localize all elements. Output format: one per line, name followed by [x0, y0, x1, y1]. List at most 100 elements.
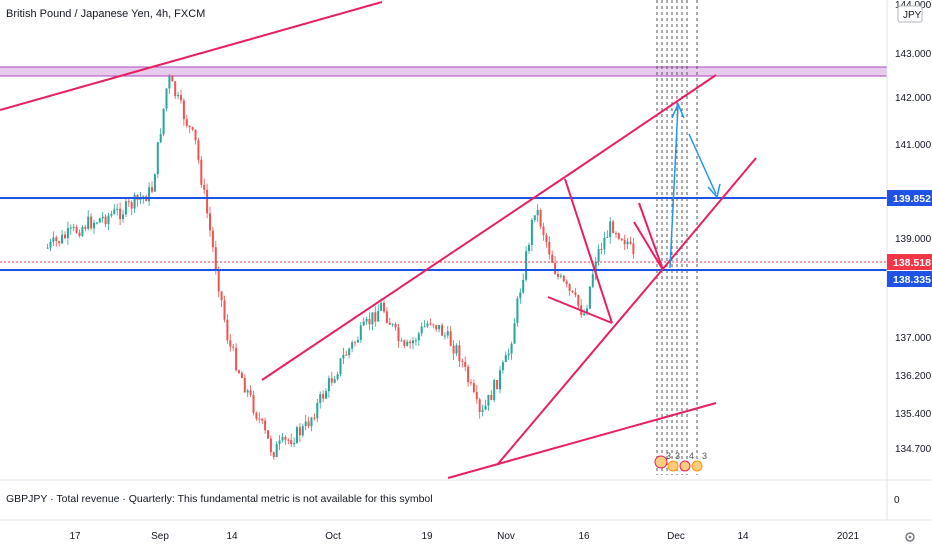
- price-label-current[interactable]: [887, 254, 932, 270]
- candle-body-122: [400, 340, 403, 342]
- channel-upper-extension[interactable]: [564, 74, 717, 178]
- channel-lower-line[interactable]: [496, 269, 663, 466]
- candle-body-50: [191, 127, 194, 130]
- candle-body-189: [594, 261, 597, 275]
- candle-body-43: [171, 75, 174, 82]
- channel-upper-line[interactable]: [261, 176, 566, 381]
- candle-body-100: [336, 374, 339, 380]
- candle-body-22: [110, 213, 113, 216]
- indicator-text: GBPJPY · Total revenue · Quarterly: This…: [6, 493, 433, 505]
- candle-body-116: [383, 302, 385, 312]
- candle-body-61: [223, 300, 226, 320]
- candle-body-142: [458, 345, 461, 362]
- candle-body-152: [487, 394, 490, 406]
- candle-body-147: [472, 383, 475, 392]
- candle-body-47: [182, 100, 185, 120]
- price-tick-142000: 142.000: [895, 93, 932, 104]
- pattern-leg-1[interactable]: [564, 178, 613, 324]
- candle-body-13: [84, 227, 87, 229]
- candle-body-53: [200, 159, 203, 185]
- candle-body-7: [66, 228, 69, 239]
- candle-body-16: [93, 222, 95, 229]
- price-label-lower[interactable]: [887, 271, 932, 287]
- candle-body-178: [562, 275, 565, 282]
- candle-body-18: [98, 218, 101, 223]
- candle-body-121: [397, 327, 400, 342]
- gear-icon[interactable]: [905, 532, 915, 542]
- currency-badge[interactable]: [897, 5, 923, 23]
- candle-body-177: [559, 275, 562, 277]
- candle-body-132: [429, 323, 432, 325]
- arrow-down-line[interactable]: [688, 133, 717, 195]
- candle-body-144: [464, 362, 467, 367]
- candle-body-40: [162, 108, 165, 135]
- currency-badge-label: JPY: [903, 10, 922, 21]
- candle-body-106: [354, 342, 356, 344]
- candle-body-137: [443, 335, 446, 337]
- price-label-upper[interactable]: [887, 190, 932, 206]
- candle-body-133: [432, 324, 435, 326]
- pattern-leg-4[interactable]: [633, 221, 664, 271]
- resistance-zone[interactable]: [0, 67, 887, 76]
- time-axis[interactable]: 17 Sep 14 Oct 19 Nov 16 Dec 14 2021: [69, 531, 859, 542]
- candle-body-176: [557, 274, 559, 277]
- candle-body-179: [565, 281, 568, 285]
- event-marker-3[interactable]: 4: [689, 451, 694, 461]
- candle-body-192: [603, 237, 606, 250]
- price-axis[interactable]: 144.000 143.000 142.000 141.000 139.000 …: [895, 0, 932, 455]
- candle-body-15: [90, 216, 93, 229]
- channel-lower-extension[interactable]: [661, 157, 757, 271]
- candle-body-91: [310, 417, 313, 427]
- candle-body-71: [252, 394, 255, 413]
- candle-body-21: [107, 215, 110, 225]
- candle-body-188: [591, 274, 594, 287]
- candle-body-166: [528, 244, 530, 251]
- event-lines: [656, 0, 698, 475]
- candle-body-161: [513, 323, 516, 344]
- candle-body-191: [600, 249, 603, 250]
- event-marker-2[interactable]: 3: [675, 451, 680, 461]
- time-tick-dec: Dec: [667, 531, 685, 542]
- candle-body-113: [374, 312, 377, 322]
- candle-body-143: [461, 361, 464, 363]
- price-label-upper-text: 139.852: [893, 193, 931, 205]
- price-label-current-text: 138.518: [893, 257, 931, 269]
- trendline-bottom[interactable]: [447, 402, 717, 479]
- dividend-icon[interactable]: [654, 455, 703, 472]
- price-tick-143000: 143.000: [895, 49, 932, 60]
- time-tick-14b: 14: [737, 531, 749, 542]
- candle-body-99: [333, 379, 336, 383]
- candle-body-96: [325, 391, 327, 399]
- arrow-up-line[interactable]: [669, 105, 679, 269]
- candle-body-55: [206, 189, 209, 214]
- candle-body-183: [577, 295, 580, 306]
- candle-body-163: [519, 292, 522, 299]
- plot-area[interactable]: [0, 0, 887, 475]
- candle-body-56: [209, 213, 211, 231]
- pattern-leg-2[interactable]: [547, 296, 613, 324]
- pattern-leg-3[interactable]: [638, 202, 664, 271]
- candle-body-9: [72, 226, 75, 228]
- candle-body-44: [174, 81, 177, 97]
- candle-body-136: [441, 325, 443, 336]
- candle-body-134: [435, 325, 438, 330]
- candle-body-89: [304, 421, 307, 427]
- candle-body-58: [214, 247, 217, 271]
- event-marker-4[interactable]: 3: [702, 451, 707, 461]
- candle-body-36: [151, 187, 153, 192]
- candle-body-90: [307, 421, 310, 427]
- candle-body-157: [501, 362, 504, 371]
- trendline-top-left[interactable]: [0, 1, 383, 111]
- event-markers[interactable]: 3 3 4 3: [654, 451, 707, 472]
- candle-body-156: [499, 370, 501, 390]
- event-marker-1[interactable]: 3: [666, 451, 671, 461]
- candle-body-6: [64, 234, 66, 239]
- candle-body-110: [365, 318, 368, 322]
- candle-body-45: [177, 95, 180, 97]
- price-tick-136200: 136.200: [895, 371, 932, 382]
- candle-body-111: [368, 318, 371, 325]
- candle-body-172: [545, 235, 548, 243]
- candle-body-20: [104, 216, 107, 225]
- candle-body-88: [301, 426, 304, 436]
